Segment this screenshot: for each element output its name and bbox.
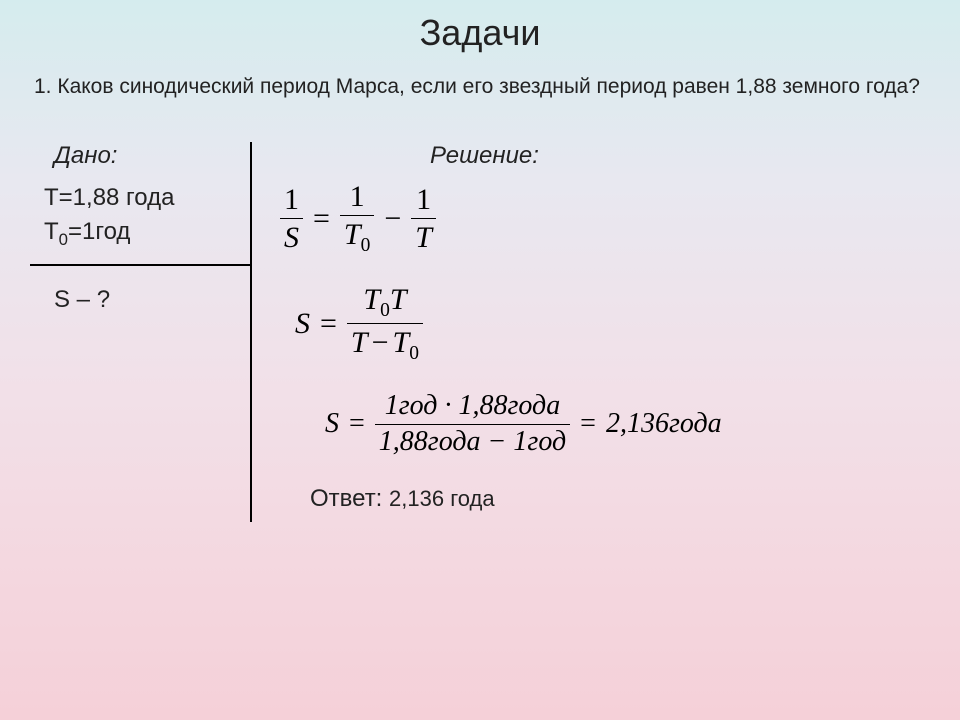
- given-column: Дано: T=1,88 года T0=1год S – ?: [44, 142, 244, 314]
- eq2-den: T−T0: [347, 323, 423, 364]
- given-T0-var: T: [44, 218, 59, 245]
- eq3-den: 1,88года − 1год: [375, 424, 570, 458]
- eq1-mid-num: 1: [346, 180, 369, 215]
- find-line: S – ?: [44, 286, 244, 314]
- given-header: Дано:: [44, 142, 244, 170]
- equation-1: 1 S = 1 T0 − 1 T: [280, 180, 910, 256]
- answer-line: Ответ: 2,136 года: [310, 485, 910, 513]
- eq2-lhs: S: [295, 307, 310, 341]
- eq3-lhs: S: [325, 408, 339, 440]
- answer-prefix: Ответ:: [310, 485, 389, 512]
- page-title: Задачи: [0, 0, 960, 54]
- solution-header: Решение:: [430, 142, 910, 170]
- given-T0-rest: =1год: [68, 218, 130, 245]
- eq3-result: 2,136года: [606, 408, 722, 440]
- given-T: T=1,88 года: [44, 184, 244, 212]
- vertical-divider: [250, 142, 252, 522]
- equation-2: S = T0T T−T0: [295, 283, 910, 365]
- eq1-rhs-den: T: [411, 218, 436, 254]
- solution-column: Решение: 1 S = 1 T0 − 1 T S = T0T T−T0: [310, 142, 910, 513]
- answer-value: 2,136 года: [389, 486, 495, 511]
- given-T0-sub: 0: [59, 230, 68, 249]
- eq1-lhs-num: 1: [280, 183, 303, 218]
- eq1-lhs-den: S: [280, 218, 303, 254]
- equation-3: S = 1год · 1,88года 1,88года − 1год = 2,…: [325, 391, 910, 458]
- problem-statement: 1. Каков синодический период Марса, если…: [0, 54, 960, 102]
- eq1-mid-den: T0: [340, 215, 374, 256]
- eq2-num: T0T: [359, 283, 410, 323]
- horizontal-divider: [30, 264, 250, 266]
- eq1-rhs-num: 1: [412, 183, 435, 218]
- given-T0: T0=1год: [44, 218, 244, 250]
- eq3-num: 1год · 1,88года: [381, 391, 564, 424]
